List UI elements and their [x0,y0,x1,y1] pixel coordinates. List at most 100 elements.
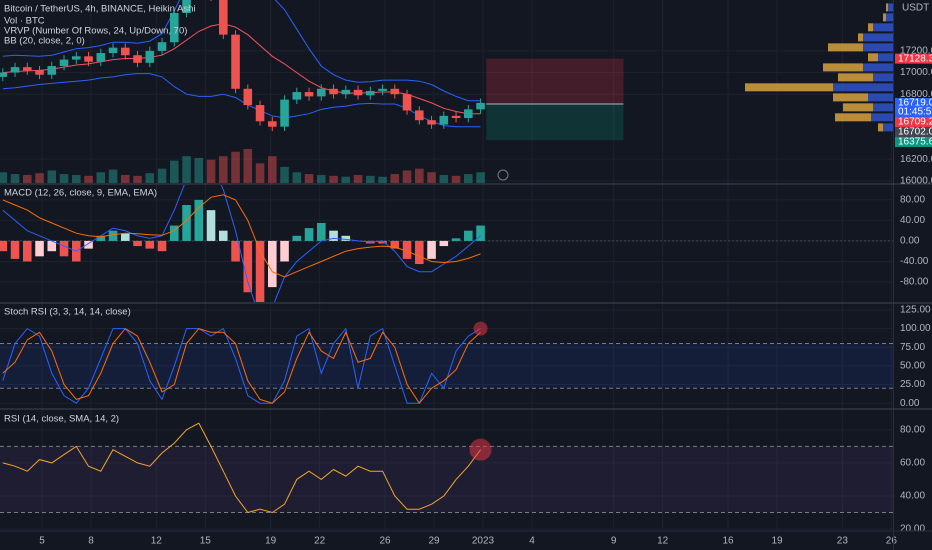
volume-bar [84,175,93,183]
candle-body [108,47,118,54]
rsi-line [2,422,482,514]
x-tick-label: 29 [428,536,440,547]
profile-down [835,113,871,122]
y-tick-label: -80.00 [900,277,929,288]
candle-body [133,55,142,63]
volume-bar [317,174,326,183]
macd-histogram-bar [402,240,412,259]
y-tick-label: -40.00 [900,256,929,267]
candle-body [10,67,20,73]
profile-up [833,83,893,92]
volume-bar [219,156,228,183]
volume-bar [194,157,204,183]
event-icon[interactable] [497,169,509,181]
candle-body [451,115,461,119]
candle-body [157,42,167,51]
volume-bar [169,160,179,183]
y-tick-label: 17000.00 [900,67,932,78]
macd-histogram-bar [427,240,436,259]
candle-body [47,66,57,75]
volume-bar [206,159,216,183]
volume-bar [133,175,142,183]
candle-body [427,120,436,125]
candle-body [35,70,44,75]
volume-bar [35,173,44,183]
macd-histogram-bar [108,230,118,241]
macd-histogram-bar [84,240,93,249]
price-label-text: 16702.02 [898,127,932,138]
pane-title: Stoch RSI (3, 3, 14, 14, close) [4,307,131,318]
volume-bar [292,172,302,183]
profile-down [878,123,883,132]
candle-body [182,0,191,13]
macd-histogram-bar [145,240,155,249]
profile-down [823,63,863,72]
candle-body [231,34,240,89]
candle-body [169,12,179,43]
macd-histogram-bar [231,240,240,262]
volume-bar [108,169,118,183]
price-label [895,97,932,117]
candle-body [22,67,32,71]
y-tick-label: 16000.00 [900,175,932,186]
y-tick-label: 0.00 [900,236,920,247]
profile-down [886,3,888,12]
highlight [473,321,488,336]
x-tick-label: 12 [657,536,669,547]
macd-histogram-bar [476,225,485,241]
macd-histogram-bar [120,233,130,241]
macd-histogram-bar [292,235,302,241]
position-risk [486,58,624,105]
profile-down [828,43,863,52]
volume-bar [0,172,8,183]
volume-bar [402,170,412,183]
price-label-text: 16719.02 [898,98,932,109]
x-tick-label: 9 [611,536,617,547]
profile-up [868,93,893,102]
x-tick-label: 19 [771,536,783,547]
x-tick-label: 26 [886,536,898,547]
x-tick-label: 19 [265,536,277,547]
candle-body [439,115,449,125]
y-tick-label: 60.00 [900,458,925,469]
y-tick-label: 0.00 [900,398,920,409]
candle-body [280,99,289,127]
pane-3 [0,422,893,514]
profile-up [888,3,893,12]
price-label [895,53,932,64]
macd-histogram-bar [194,199,204,241]
volume-bar [120,174,130,183]
candle-body [84,56,93,62]
volume-bar [464,174,473,183]
candle-body [243,88,253,106]
volume-bar [280,166,289,183]
candle-body [96,53,106,62]
macd-histogram-bar [182,205,191,241]
profile-up [863,33,893,42]
volume-bar [255,163,265,183]
bb-upper [2,0,481,102]
pane-2 [0,321,893,405]
candle-body [464,109,473,119]
candle-body [145,50,155,63]
indicator-label: VRVP (Number Of Rows, 24, Up/Down, 70) [4,26,187,37]
macd-histogram-bar [280,240,289,262]
candle-body [476,102,485,110]
y-tick-label: 40.00 [900,215,925,226]
y-tick-label: 25.00 [900,379,925,390]
y-tick-label: 80.00 [900,424,925,435]
y-tick-label: 20.00 [900,524,925,535]
macd-histogram-bar [329,230,338,241]
macd-histogram-bar [378,240,387,244]
profile-up [878,53,893,62]
volume-bar [47,170,57,183]
volume-bar [353,174,363,183]
price-label [895,136,932,147]
macd-histogram-bar [243,240,253,293]
y-tick-label: 80.00 [900,195,925,206]
stoch-line [2,327,481,405]
y-tick-label: 75.00 [900,342,925,353]
indicator-label: Vol · BTC [4,16,45,27]
volume-bar [451,175,461,183]
price-label [895,126,932,137]
